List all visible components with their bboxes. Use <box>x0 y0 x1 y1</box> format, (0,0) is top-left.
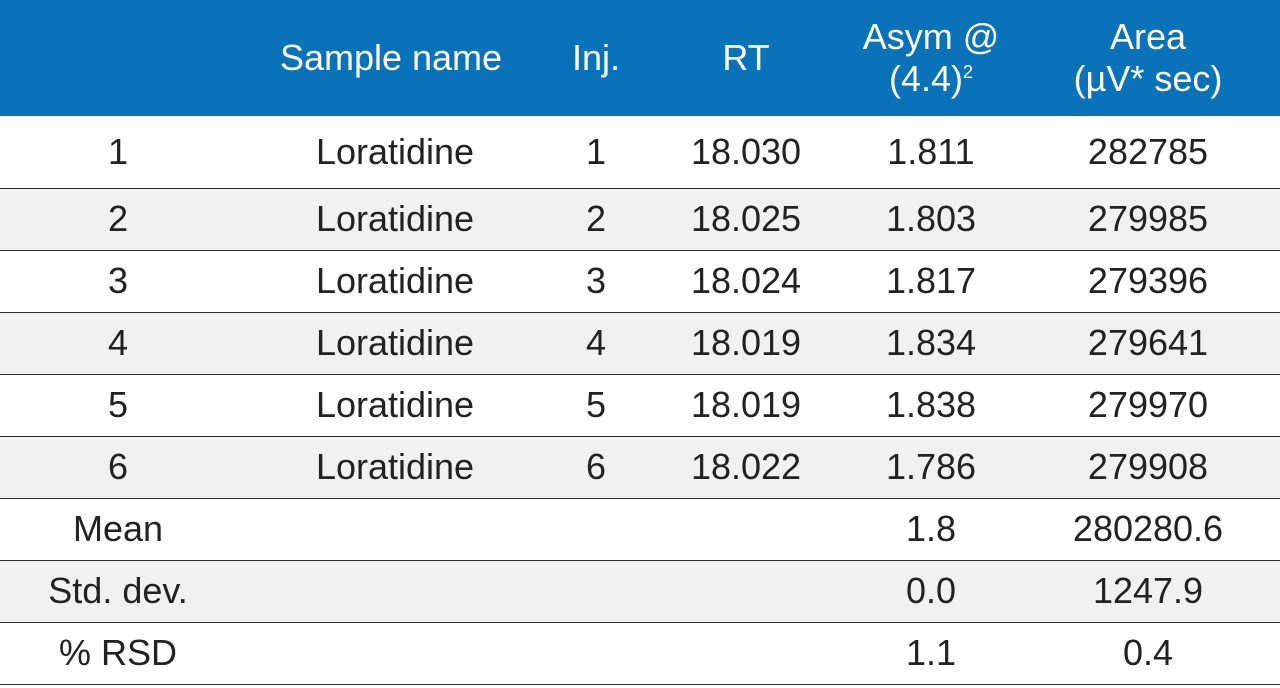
summary-asymmetry: 1.1 <box>846 621 1016 685</box>
summary-area: 0.4 <box>1016 621 1280 685</box>
summary-asymmetry: 1.8 <box>846 497 1016 560</box>
empty-cell <box>236 559 546 622</box>
cell-id: 6 <box>0 435 236 498</box>
empty-cell <box>546 559 646 622</box>
cell-retention-time: 18.025 <box>646 187 846 250</box>
cell-area: 279396 <box>1016 249 1280 312</box>
empty-cell <box>546 497 646 560</box>
cell-injection: 4 <box>546 311 646 374</box>
cell-asymmetry: 1.803 <box>846 187 1016 250</box>
cell-retention-time: 18.022 <box>646 435 846 498</box>
table-body: 1 Loratidine 1 18.030 1.811 282785 2 Lor… <box>0 116 1280 685</box>
cell-retention-time: 18.019 <box>646 311 846 374</box>
empty-cell <box>546 621 646 685</box>
table-row: 1 Loratidine 1 18.030 1.811 282785 <box>0 116 1280 188</box>
cell-retention-time: 18.019 <box>646 373 846 436</box>
cell-injection: 6 <box>546 435 646 498</box>
cell-id: 1 <box>107 130 129 172</box>
header-row: Sample name Inj. RT Asym @ (4.4)2 Area (… <box>0 0 1280 116</box>
cell-injection: 1 <box>585 130 607 172</box>
cell-area: 279970 <box>1016 373 1280 436</box>
table-row: 2 Loratidine 2 18.025 1.803 279985 <box>0 187 1280 250</box>
cell-retention-time: 18.030 <box>690 130 802 172</box>
summary-row-std-dev: Std. dev. 0.0 1247.9 <box>0 559 1280 622</box>
cell-id: 5 <box>0 373 236 436</box>
table-row: 5 Loratidine 5 18.019 1.838 279970 <box>0 373 1280 436</box>
cell-id: 4 <box>0 311 236 374</box>
header-id <box>0 0 236 116</box>
empty-cell <box>236 621 546 685</box>
cell-asymmetry: 1.786 <box>846 435 1016 498</box>
cell-asymmetry: 1.811 <box>887 130 975 172</box>
cell-area: 279908 <box>1016 435 1280 498</box>
cell-area: 282785 <box>1087 130 1209 172</box>
empty-cell <box>646 559 846 622</box>
cell-area: 279641 <box>1016 311 1280 374</box>
header-asymmetry-footnote: 2 <box>963 62 974 82</box>
header-sample-name: Sample name <box>279 37 503 78</box>
cell-sample-name: Loratidine <box>236 249 546 312</box>
header-area: Area (µV* sec) <box>1016 0 1280 116</box>
header-area-line2: (µV* sec) <box>1073 58 1223 99</box>
cell-asymmetry: 1.817 <box>846 249 1016 312</box>
table-row: 4 Loratidine 4 18.019 1.834 279641 <box>0 311 1280 374</box>
summary-area: 280280.6 <box>1016 497 1280 560</box>
header-asymmetry-line1: Asym @ <box>862 16 1000 57</box>
summary-asymmetry: 0.0 <box>846 559 1016 622</box>
cell-sample-name: Loratidine <box>236 373 546 436</box>
summary-area: 1247.9 <box>1016 559 1280 622</box>
cell-asymmetry: 1.834 <box>846 311 1016 374</box>
empty-cell <box>646 621 846 685</box>
cell-sample-name: Loratidine <box>236 435 546 498</box>
table-row: 3 Loratidine 3 18.024 1.817 279396 <box>0 249 1280 312</box>
cell-id: 3 <box>0 249 236 312</box>
summary-row-mean: Mean 1.8 280280.6 <box>0 497 1280 560</box>
summary-label: % RSD <box>0 621 236 685</box>
cell-asymmetry: 1.838 <box>846 373 1016 436</box>
cell-injection: 3 <box>546 249 646 312</box>
cell-injection: 5 <box>546 373 646 436</box>
cell-retention-time: 18.024 <box>646 249 846 312</box>
cell-sample-name: Loratidine <box>236 187 546 250</box>
table-row: 6 Loratidine 6 18.022 1.786 279908 <box>0 435 1280 498</box>
header-area-line1: Area <box>1109 16 1187 57</box>
summary-label: Std. dev. <box>0 559 236 622</box>
empty-cell <box>646 497 846 560</box>
header-asymmetry: Asym @ (4.4)2 <box>846 0 1016 116</box>
cell-id: 2 <box>0 187 236 250</box>
header-retention-time: RT <box>722 37 770 78</box>
table-header: Sample name Inj. RT Asym @ (4.4)2 Area (… <box>0 0 1280 116</box>
summary-label: Mean <box>0 497 236 560</box>
cell-sample-name: Loratidine <box>315 130 475 172</box>
header-asymmetry-line2: (4.4) <box>888 58 963 99</box>
header-injection: Inj. <box>571 37 621 78</box>
cell-injection: 2 <box>546 187 646 250</box>
cell-area: 279985 <box>1016 187 1280 250</box>
summary-row-rsd: % RSD 1.1 0.4 <box>0 621 1280 685</box>
empty-cell <box>236 497 546 560</box>
cell-sample-name: Loratidine <box>236 311 546 374</box>
